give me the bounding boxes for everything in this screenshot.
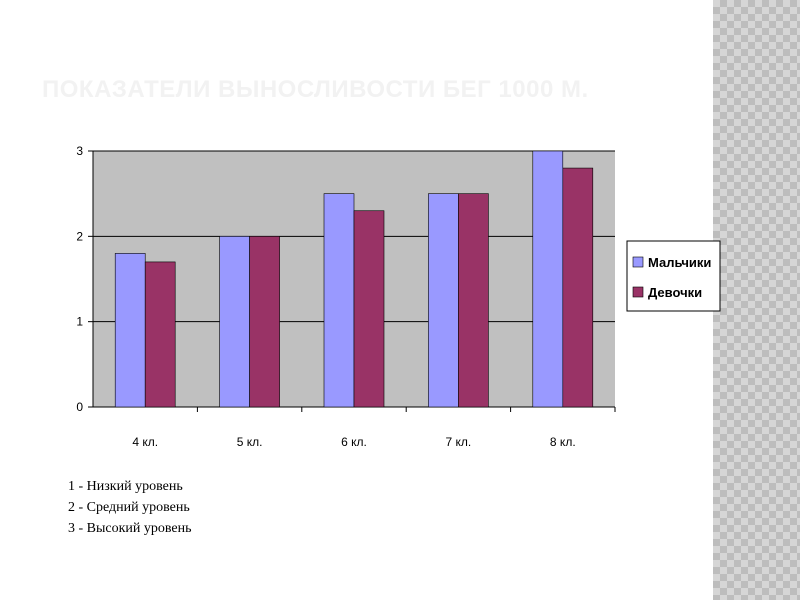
bar-boys [323, 193, 355, 408]
bar-boys [532, 150, 564, 408]
slide-title: ПОКАЗАТЕЛИ ВЫНОСЛИВОСТИ БЕГ 1000 М. [42, 76, 589, 103]
bar-girls [144, 261, 176, 408]
y-tick-label: 0 [76, 400, 83, 414]
bar-boys [114, 253, 146, 408]
y-tick-label: 1 [76, 315, 83, 329]
note-high-level: 3 - Высокий уровень [68, 521, 192, 536]
bar-girls [353, 210, 385, 408]
x-tick-label: 7 кл. [446, 435, 472, 449]
legend-swatch-girls [632, 286, 644, 298]
x-tick-label: 6 кл. [341, 435, 367, 449]
x-tick-label: 4 кл. [132, 435, 158, 449]
legend-label-girls: Девочки [648, 285, 702, 300]
bar-girls [562, 167, 594, 408]
bar-girls [458, 193, 489, 408]
bar-boys [219, 236, 250, 408]
legend-box [626, 240, 721, 312]
y-tick-label: 2 [76, 229, 83, 243]
decorative-side-strip [713, 0, 800, 600]
x-tick-label: 8 кл. [550, 435, 576, 449]
level-legend-notes: 1 - Низкий уровень 2 - Средний уровень 3… [68, 476, 192, 539]
bar-girls [249, 236, 280, 408]
legend-label-boys: Мальчики [648, 255, 711, 270]
x-tick-label: 5 кл. [237, 435, 263, 449]
note-low-level: 1 - Низкий уровень [68, 479, 183, 494]
y-tick-label: 3 [76, 144, 83, 158]
bar-boys [428, 193, 459, 408]
legend-swatch-boys [632, 256, 644, 268]
note-medium-level: 2 - Средний уровень [68, 500, 190, 515]
